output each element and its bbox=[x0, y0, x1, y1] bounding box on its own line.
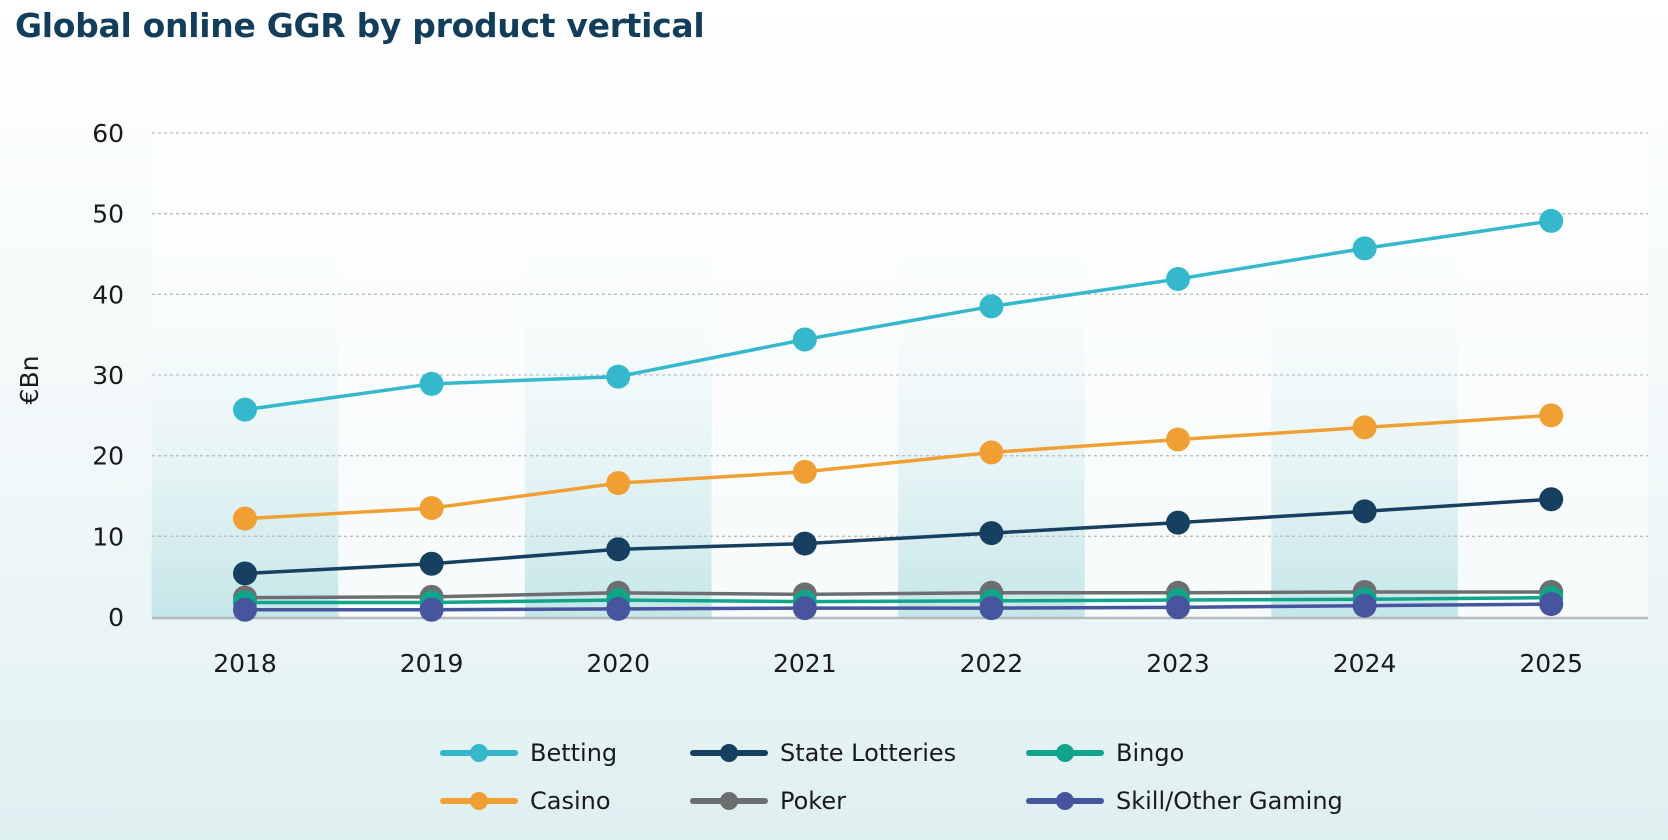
legend-label: Poker bbox=[780, 787, 846, 815]
data-point-casino bbox=[979, 440, 1004, 465]
data-point-skill-other-gaming bbox=[979, 596, 1004, 621]
data-point-casino bbox=[419, 496, 444, 521]
data-point-casino bbox=[792, 459, 817, 484]
data-point-state-lotteries bbox=[419, 551, 444, 576]
series-line-casino bbox=[244, 413, 1552, 521]
legend-swatch-skill-other-gaming bbox=[1026, 784, 1104, 818]
series-line-betting bbox=[244, 219, 1552, 412]
data-point-betting bbox=[1539, 208, 1564, 233]
y-tick-label: 50 bbox=[92, 200, 124, 229]
legend-swatch-casino bbox=[440, 784, 518, 818]
data-point-skill-other-gaming bbox=[419, 597, 444, 622]
legend-item-betting: Betting bbox=[440, 736, 690, 770]
x-tick-label: 2020 bbox=[586, 649, 650, 678]
data-point-skill-other-gaming bbox=[1166, 595, 1190, 620]
y-tick-label: 60 bbox=[92, 119, 124, 148]
series-skill-other-gaming bbox=[233, 592, 1564, 622]
series-casino bbox=[233, 403, 1564, 531]
legend-swatch-poker bbox=[690, 784, 768, 818]
data-point-casino bbox=[1166, 427, 1190, 452]
y-tick-label: 30 bbox=[92, 361, 124, 390]
x-tick-label: 2022 bbox=[960, 649, 1024, 678]
data-point-state-lotteries bbox=[979, 521, 1004, 546]
x-tick-label: 2018 bbox=[213, 649, 277, 678]
legend: Betting State Lotteries Bingo Casino Poker Sk… bbox=[440, 736, 1346, 818]
legend-swatch-state-lotteries bbox=[690, 736, 768, 770]
y-tick-label: 0 bbox=[108, 603, 124, 632]
legend-item-skill-other-gaming: Skill/Other Gaming bbox=[1026, 784, 1346, 818]
x-tick-label: 2023 bbox=[1146, 649, 1210, 678]
series-betting bbox=[233, 208, 1564, 422]
data-point-casino bbox=[233, 506, 257, 531]
data-point-state-lotteries bbox=[792, 531, 817, 556]
series-state-lotteries bbox=[233, 487, 1564, 586]
data-point-betting bbox=[979, 294, 1004, 319]
legend-swatch-betting bbox=[440, 736, 518, 770]
data-point-betting bbox=[1352, 236, 1377, 261]
y-tick-label: 20 bbox=[92, 442, 124, 471]
legend-label: Skill/Other Gaming bbox=[1116, 787, 1343, 815]
data-point-casino bbox=[606, 471, 631, 496]
legend-item-bingo: Bingo bbox=[1026, 736, 1346, 770]
legend-item-poker: Poker bbox=[690, 784, 1026, 818]
series-line-skill-other-gaming bbox=[245, 602, 1552, 612]
data-point-state-lotteries bbox=[606, 537, 631, 562]
data-point-betting bbox=[419, 371, 444, 396]
x-tick-label: 2025 bbox=[1519, 649, 1583, 678]
series-line-poker bbox=[244, 590, 1552, 600]
data-point-betting bbox=[792, 327, 817, 352]
legend-label: Betting bbox=[530, 739, 618, 767]
legend-item-casino: Casino bbox=[440, 784, 690, 818]
chart-title: Global online GGR by product vertical bbox=[15, 6, 705, 45]
data-point-betting bbox=[606, 364, 631, 389]
y-tick-label: 10 bbox=[92, 522, 124, 551]
x-tick-label: 2021 bbox=[773, 649, 837, 678]
legend-label: Bingo bbox=[1116, 739, 1185, 767]
legend-label: Casino bbox=[530, 787, 611, 815]
data-point-skill-other-gaming bbox=[1539, 592, 1564, 617]
data-point-skill-other-gaming bbox=[233, 597, 257, 622]
data-point-skill-other-gaming bbox=[792, 596, 817, 621]
data-point-state-lotteries bbox=[1166, 510, 1190, 535]
legend-item-state-lotteries: State Lotteries bbox=[690, 736, 1026, 770]
data-point-state-lotteries bbox=[233, 561, 257, 586]
x-tick-label: 2024 bbox=[1333, 649, 1397, 678]
y-tick-label: 40 bbox=[92, 280, 124, 309]
data-point-skill-other-gaming bbox=[606, 596, 631, 621]
data-point-state-lotteries bbox=[1539, 487, 1564, 512]
legend-swatch-bingo bbox=[1026, 736, 1104, 770]
series-line-bingo bbox=[245, 595, 1552, 605]
data-point-skill-other-gaming bbox=[1352, 593, 1377, 618]
data-point-betting bbox=[233, 397, 257, 422]
legend-label: State Lotteries bbox=[780, 739, 957, 767]
series-line-state-lotteries bbox=[244, 497, 1552, 576]
category-band bbox=[1271, 205, 1458, 617]
data-point-state-lotteries bbox=[1352, 499, 1377, 524]
category-band bbox=[898, 205, 1085, 617]
data-point-casino bbox=[1352, 415, 1377, 440]
data-point-betting bbox=[1166, 267, 1190, 292]
x-tick-label: 2019 bbox=[400, 649, 464, 678]
y-axis-label: €Bn bbox=[15, 356, 44, 405]
data-point-casino bbox=[1539, 403, 1564, 428]
